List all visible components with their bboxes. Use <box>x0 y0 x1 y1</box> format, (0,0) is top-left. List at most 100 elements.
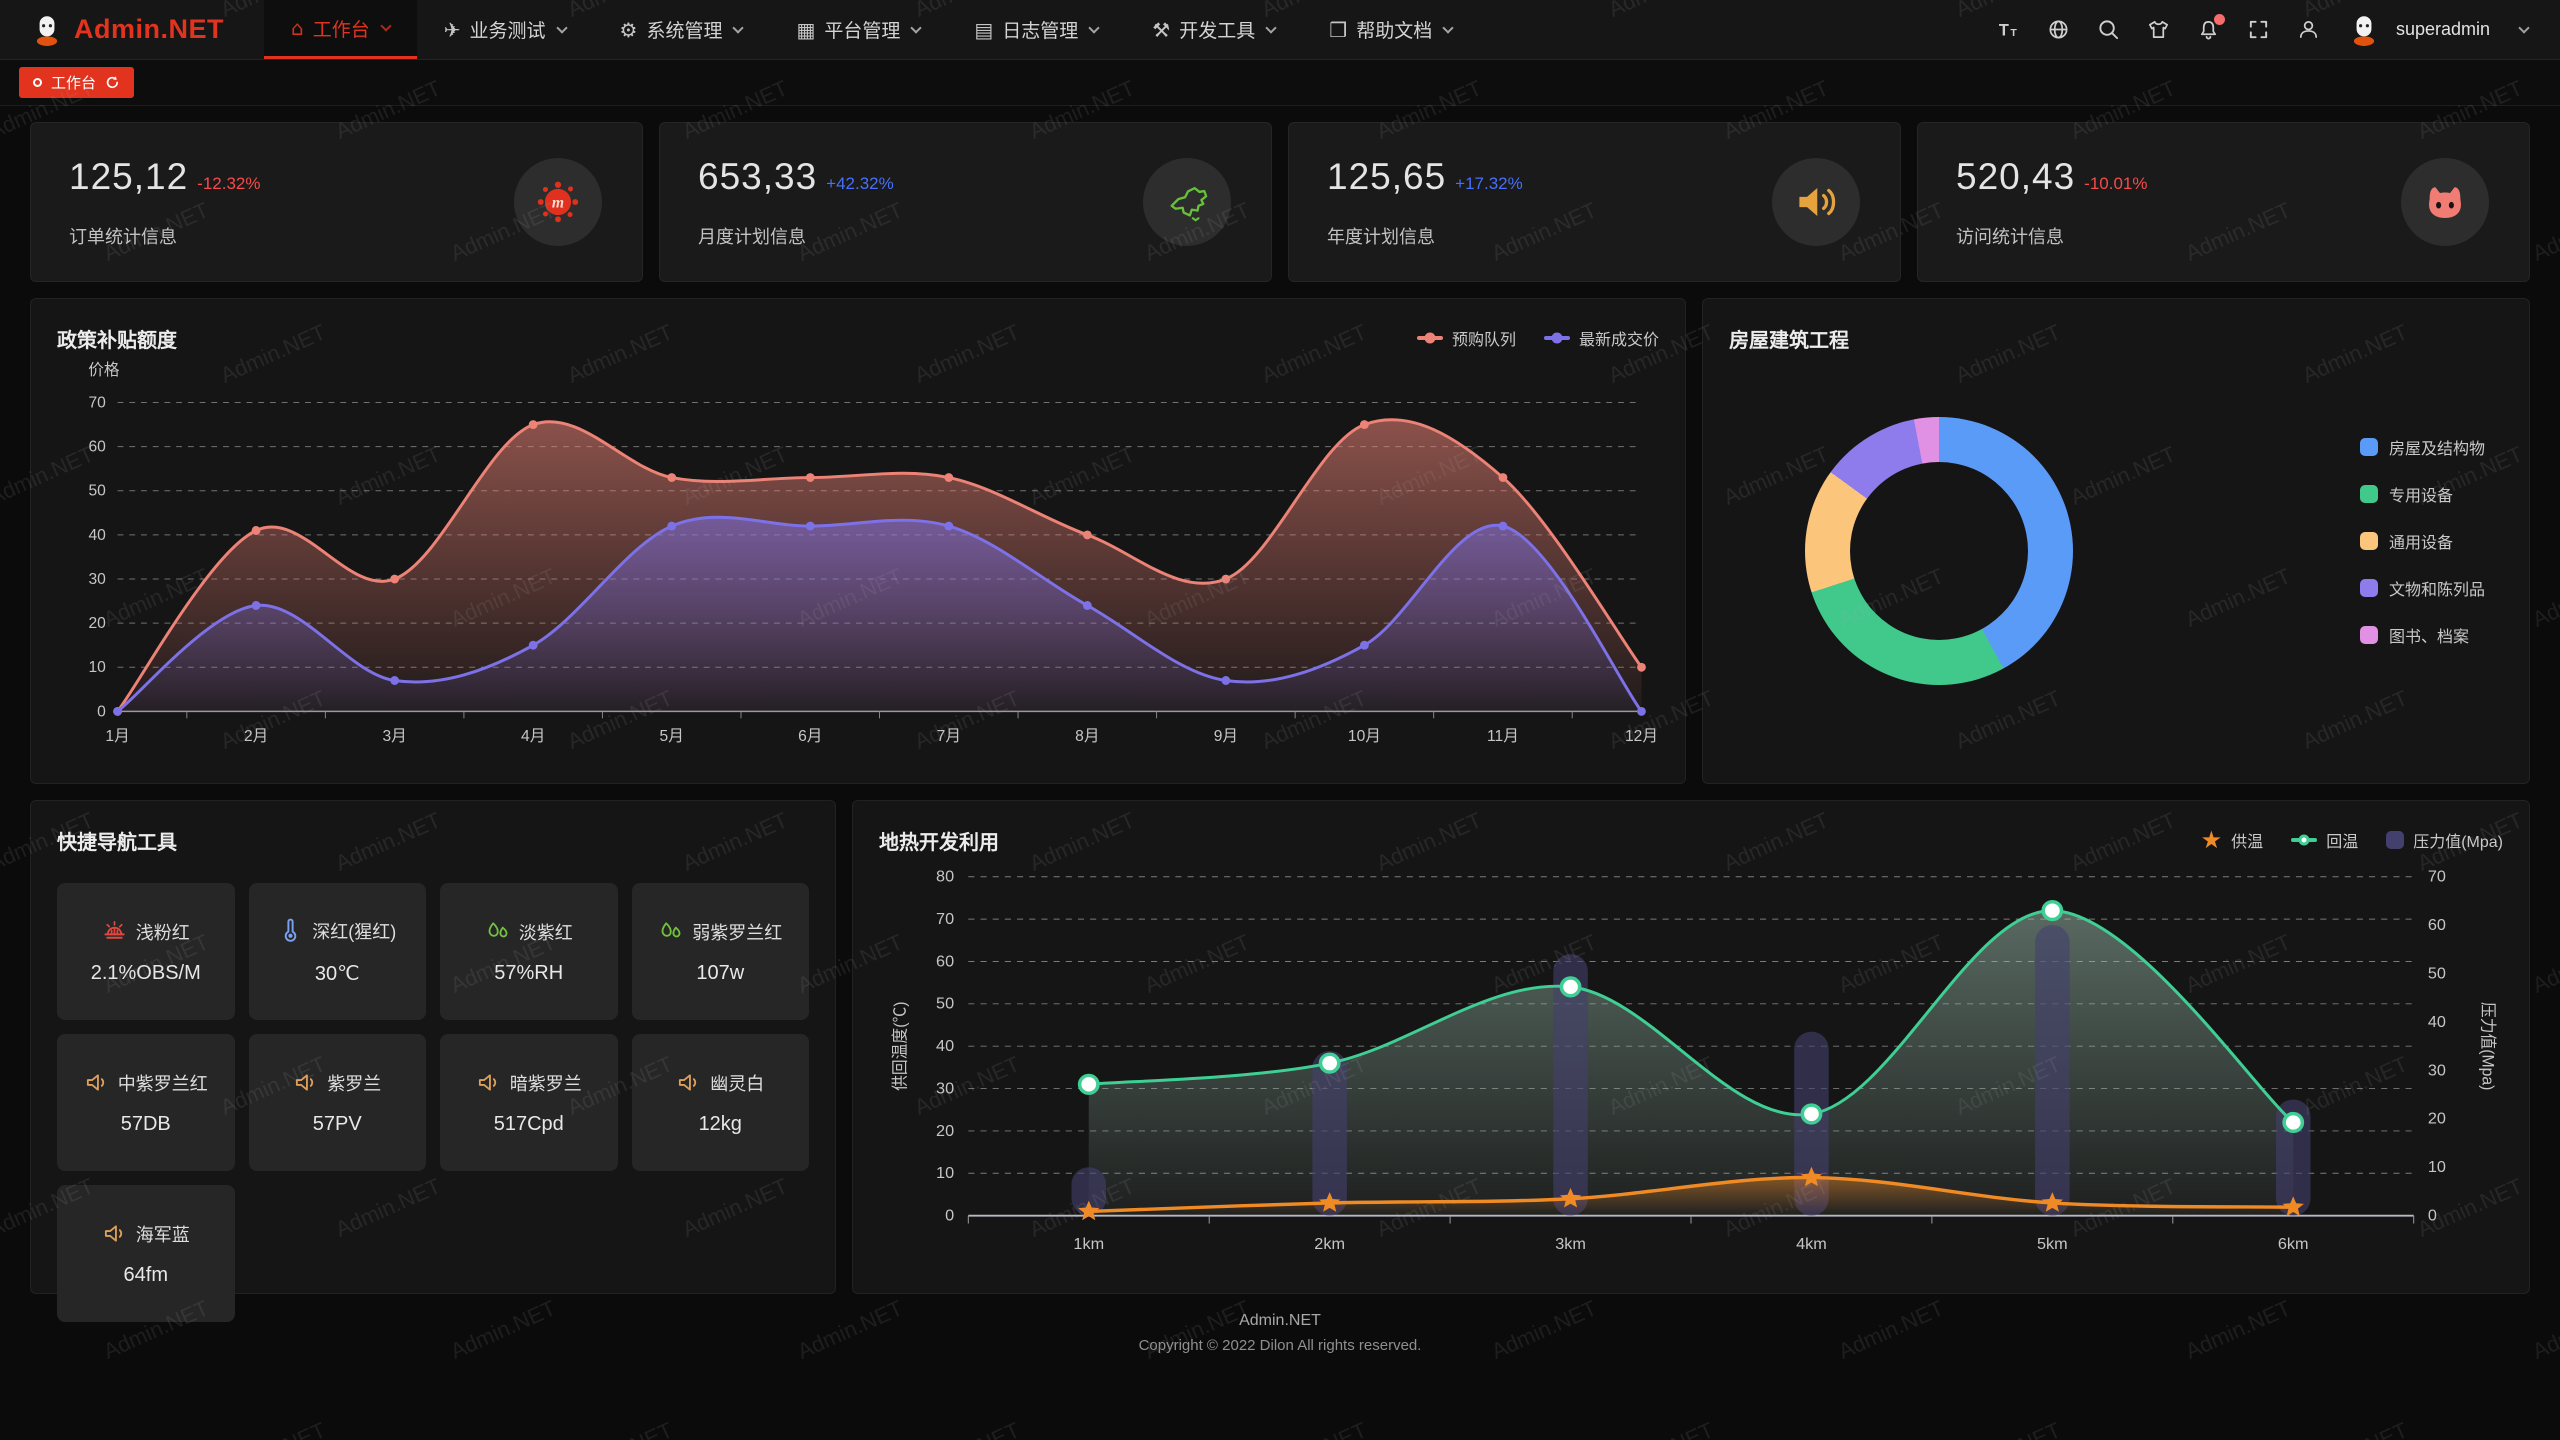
quick-nav-item-crimson[interactable]: 深红(猩红) 30℃ <box>248 883 426 1020</box>
stat-value: 520,43 <box>1956 155 2076 197</box>
svg-text:30: 30 <box>88 571 106 588</box>
svg-text:70: 70 <box>936 911 954 928</box>
legend-item-books[interactable]: 图书、档案 <box>2359 623 2485 647</box>
housing-donut-chart <box>1805 417 2074 685</box>
legend-label: 通用设备 <box>2388 535 2453 552</box>
panel-housing-project: 房屋建筑工程 房屋及结构物 专用设备 通用设备 文物和陈列品 图书、档案 <box>1702 298 2530 784</box>
menu-item-platform-admin[interactable]: ▦ 平台管理 <box>769 0 947 59</box>
quick-nav-label: 浅粉红 <box>135 922 190 943</box>
avatar[interactable] <box>2347 13 2381 47</box>
user-chevron-down-icon[interactable] <box>2518 21 2530 34</box>
tab-bar: 工作台 <box>0 60 2560 106</box>
chevron-down-icon <box>1442 21 1454 34</box>
tab-workbench[interactable]: 工作台 <box>19 67 135 98</box>
svg-text:5月: 5月 <box>660 728 684 745</box>
profile-person-icon[interactable] <box>2297 18 2320 41</box>
book-icon: ❒ <box>1329 17 1348 42</box>
stat-label: 年度计划信息 <box>1327 226 1435 247</box>
quick-nav-label: 弱紫罗兰红 <box>692 922 783 943</box>
svg-text:80: 80 <box>936 869 954 886</box>
menu-item-help-docs[interactable]: ❒ 帮助文档 <box>1302 0 1479 59</box>
stat-value: 653,33 <box>698 155 818 197</box>
legend-label: 压力值(Mpa) <box>2413 834 2503 851</box>
svg-text:10: 10 <box>936 1165 954 1182</box>
font-size-icon[interactable] <box>1997 18 2020 41</box>
chart-legend: ★ 供温 回温 压力值(Mpa) <box>2201 828 2503 852</box>
legend-item-special-equip[interactable]: 专用设备 <box>2359 482 2485 506</box>
stat-label: 访问统计信息 <box>1956 226 2064 247</box>
theme-shirt-icon[interactable] <box>2147 18 2170 41</box>
legend-label: 预购队列 <box>1452 332 1517 349</box>
quick-nav-item-ghost-white[interactable]: 幽灵白 12kg <box>631 1034 809 1171</box>
svg-text:7月: 7月 <box>937 728 961 745</box>
quick-nav-item-medium-violet-red[interactable]: 中紫罗兰红 57DB <box>57 1034 235 1171</box>
svg-text:70: 70 <box>88 394 106 411</box>
menu-item-system-admin[interactable]: ⚙ 系统管理 <box>593 0 770 59</box>
svg-text:0: 0 <box>945 1208 954 1225</box>
legend-item-latest-price[interactable]: 最新成交价 <box>1544 326 1659 350</box>
quick-nav-value: 12kg <box>698 1112 742 1135</box>
legend-item-return-temp[interactable]: 回温 <box>2291 828 2358 852</box>
legend-label: 文物和陈列品 <box>2388 582 2485 599</box>
log-file-icon: ▤ <box>974 17 994 42</box>
app-logo-text: Admin.NET <box>74 14 224 44</box>
legend-item-relics[interactable]: 文物和陈列品 <box>2359 576 2485 600</box>
quick-nav-item-violet[interactable]: 紫罗兰 57PV <box>248 1034 426 1171</box>
svg-text:压力值(Mpa): 压力值(Mpa) <box>2479 1002 2497 1090</box>
quick-nav-item-weak-violet-red[interactable]: 弱紫罗兰红 107w <box>631 883 809 1020</box>
menu-item-dev-tools[interactable]: ⚒ 开发工具 <box>1125 0 1302 59</box>
svg-text:30: 30 <box>2428 1063 2446 1080</box>
speaker-icon <box>102 1221 127 1246</box>
stats-row: 125,12 -12.32% 订单统计信息 653,33 +42.32% 月度计划信… <box>30 122 2530 282</box>
stat-text: 653,33 +42.32% 月度计划信息 <box>698 156 894 249</box>
legend-label: 专用设备 <box>2388 488 2453 505</box>
svg-text:价格: 价格 <box>88 361 120 379</box>
svg-text:6km: 6km <box>2278 1236 2309 1253</box>
search-icon[interactable] <box>2097 18 2120 41</box>
quick-nav-item-pale-violet[interactable]: 淡紫红 57%RH <box>440 883 618 1020</box>
svg-text:50: 50 <box>2428 966 2446 983</box>
charts-row: 政策补贴额度 预购队列 最新成交价 70 60 50 40 30 20 10 0 价格 1月 2月 3… <box>30 298 2530 784</box>
legend-item-supply-temp[interactable]: ★ 供温 <box>2201 828 2264 852</box>
menu-item-business-test[interactable]: ✈ 业务测试 <box>417 0 593 59</box>
menu-item-log-admin[interactable]: ▤ 日志管理 <box>947 0 1125 59</box>
policy-area-chart: 70 60 50 40 30 20 10 0 价格 1月 2月 3月 4月 5月 6月 7月 8月 9月 10月 11… <box>88 361 1658 745</box>
quick-nav-item-dark-violet[interactable]: 暗紫罗兰 517Cpd <box>440 1034 618 1171</box>
stat-card-annual-plan: 125,65 +17.32% 年度计划信息 <box>1288 122 1901 282</box>
svg-text:1km: 1km <box>1073 1236 1104 1253</box>
svg-text:8月: 8月 <box>1075 728 1099 745</box>
svg-text:50: 50 <box>936 996 954 1013</box>
svg-text:2km: 2km <box>1314 1236 1345 1253</box>
legend-item-preorder[interactable]: 预购队列 <box>1417 326 1516 350</box>
fullscreen-icon[interactable] <box>2247 18 2270 41</box>
legend-marker <box>2359 485 2378 503</box>
china-map-icon <box>1143 158 1231 246</box>
language-globe-icon[interactable] <box>2047 18 2070 41</box>
svg-text:2月: 2月 <box>244 728 268 745</box>
legend-item-general-equip[interactable]: 通用设备 <box>2359 529 2485 553</box>
panel-title: 地热开发利用 <box>879 831 999 854</box>
menu-item-workbench[interactable]: ⌂ 工作台 <box>264 0 417 59</box>
refresh-icon[interactable] <box>105 75 120 90</box>
svg-text:10月: 10月 <box>1348 728 1381 745</box>
username[interactable]: superadmin <box>2395 19 2490 39</box>
speaker-icon <box>293 1070 318 1095</box>
chevron-down-icon <box>555 21 568 34</box>
legend-item-pressure[interactable]: 压力值(Mpa) <box>2386 828 2503 852</box>
legend-marker <box>1544 332 1571 344</box>
quick-nav-item-navy-blue[interactable]: 海军蓝 64fm <box>57 1185 235 1322</box>
quick-nav-label: 淡紫红 <box>518 922 573 943</box>
svg-text:3月: 3月 <box>382 728 406 745</box>
quick-nav-item-light-pink[interactable]: 浅粉红 2.1%OBS/M <box>57 883 235 1020</box>
legend-marker <box>1417 332 1444 344</box>
svg-text:60: 60 <box>88 439 106 456</box>
stat-delta: -10.01% <box>2084 173 2148 193</box>
svg-text:10: 10 <box>88 659 106 676</box>
menu-label: 开发工具 <box>1179 21 1256 42</box>
app-logo[interactable]: Admin.NET <box>0 0 264 59</box>
legend-item-buildings[interactable]: 房屋及结构物 <box>2359 435 2485 459</box>
stat-value: 125,65 <box>1327 155 1447 197</box>
grid-icon: ▦ <box>796 17 816 42</box>
notification-bell-icon[interactable] <box>2197 14 2225 41</box>
quick-nav-value: 30℃ <box>314 962 360 985</box>
